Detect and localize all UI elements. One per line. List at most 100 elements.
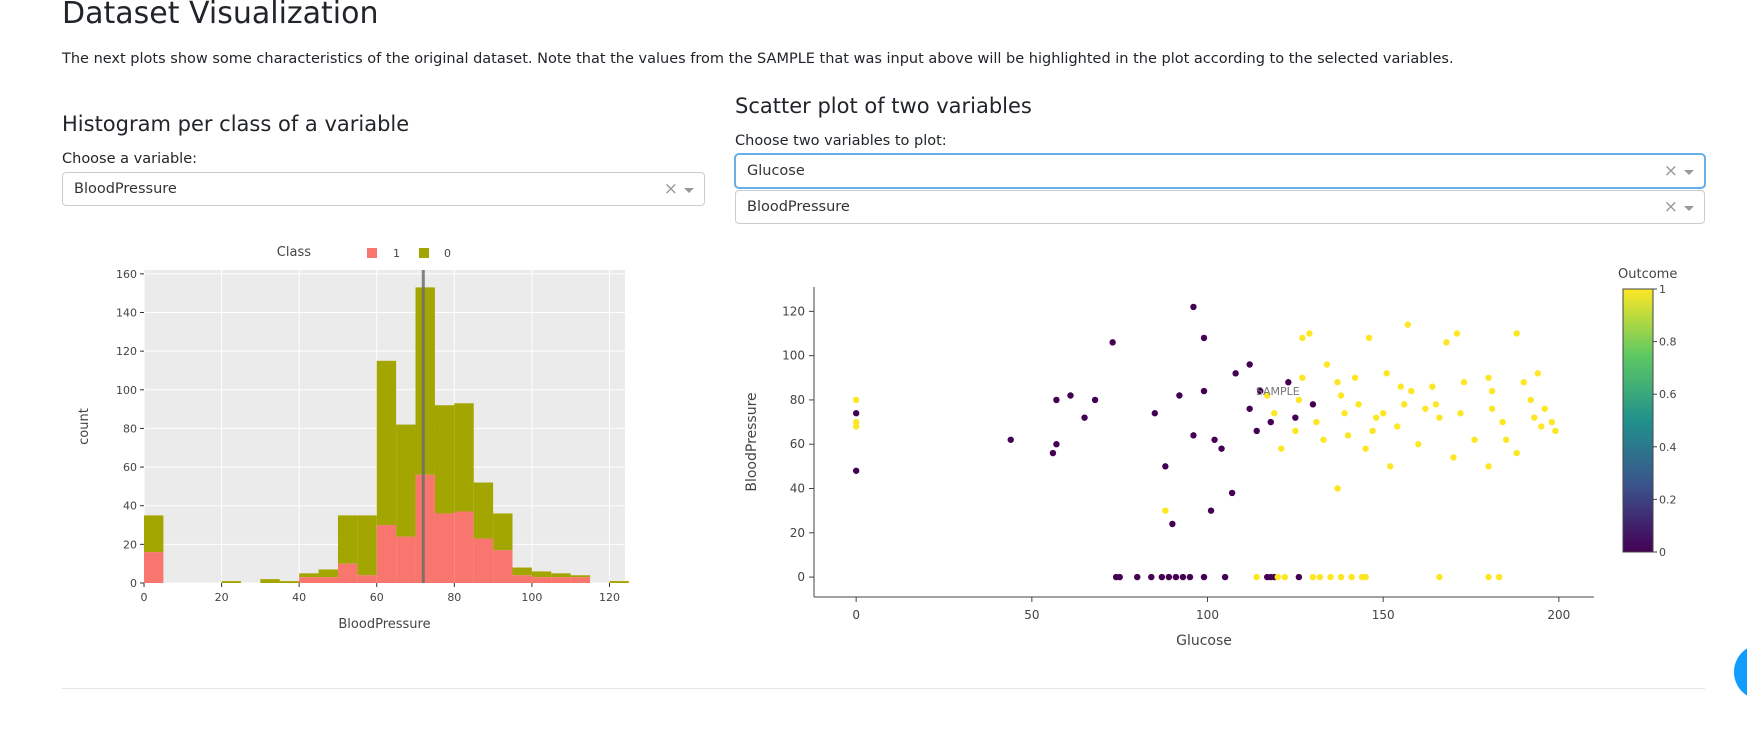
scatter-point bbox=[1292, 427, 1299, 435]
scatter-point bbox=[1471, 436, 1478, 443]
scatter-point bbox=[1453, 330, 1461, 337]
scatter-point bbox=[1309, 401, 1317, 408]
scatter-point bbox=[1267, 418, 1274, 426]
x-tick-label: 100 bbox=[521, 591, 542, 604]
scatter-point bbox=[1158, 573, 1166, 581]
help-button[interactable]: ? bbox=[1734, 644, 1747, 700]
clear-icon[interactable]: × bbox=[663, 179, 678, 199]
scatter-point bbox=[1176, 392, 1183, 399]
scatter-point bbox=[1246, 361, 1253, 368]
scatter-point bbox=[1450, 454, 1457, 461]
scatter-point bbox=[1460, 379, 1468, 386]
histogram-bar-class-1 bbox=[318, 577, 338, 583]
scatter-point bbox=[1432, 401, 1440, 408]
scatter-point bbox=[1485, 374, 1492, 381]
y-axis-label: BloodPressure bbox=[744, 392, 760, 491]
histogram-bar-class-0 bbox=[318, 569, 338, 578]
x-axis-label: BloodPressure bbox=[338, 617, 430, 632]
scatter-point bbox=[1162, 507, 1169, 514]
scatter-point bbox=[1148, 573, 1155, 581]
scatter-point bbox=[1169, 520, 1176, 528]
y-tick-label: 100 bbox=[116, 384, 137, 397]
histogram-bar-class-1 bbox=[531, 577, 552, 583]
scatter-point bbox=[1320, 436, 1327, 443]
clear-icon[interactable]: × bbox=[1663, 161, 1678, 181]
scatter-point bbox=[1436, 573, 1443, 581]
scatter-chart[interactable]: 0 20 40 60 80 100 120 0 50 100 150 200 Glucose BloodP… bbox=[730, 262, 1730, 662]
scatter-point bbox=[1534, 370, 1541, 377]
scatter-point bbox=[1520, 379, 1527, 386]
scatter-point bbox=[1200, 573, 1208, 581]
scatter-point bbox=[852, 396, 860, 404]
scatter-point bbox=[1306, 330, 1313, 337]
scatter-point bbox=[1408, 387, 1415, 395]
scatter-variables-label: Choose two variables to plot: bbox=[735, 133, 947, 149]
scatter-point bbox=[1552, 427, 1559, 435]
page-title: Dataset Visualization bbox=[62, 0, 379, 31]
scatter-point bbox=[1429, 383, 1436, 390]
colorbar-title: Outcome bbox=[1618, 267, 1677, 282]
scatter-point bbox=[1369, 427, 1376, 435]
scatter-point bbox=[1387, 463, 1394, 470]
scatter-point bbox=[1285, 379, 1292, 386]
scatter-point bbox=[1548, 418, 1556, 426]
histogram-bar-class-0 bbox=[570, 575, 591, 578]
clear-icon[interactable]: × bbox=[1663, 197, 1678, 217]
scatter-point bbox=[1200, 387, 1208, 395]
chevron-down-icon[interactable] bbox=[1684, 170, 1694, 175]
scatter-point bbox=[1271, 410, 1278, 417]
scatter-point bbox=[1172, 573, 1180, 581]
histogram-bar-class-0 bbox=[531, 571, 552, 578]
histogram-bar-class-0 bbox=[279, 581, 300, 583]
scatter-point bbox=[1334, 485, 1341, 492]
x-tick-label: 200 bbox=[1547, 608, 1570, 622]
scatter-x-variable-dropdown[interactable]: Glucose × bbox=[735, 154, 1705, 188]
x-tick-label: 50 bbox=[1024, 608, 1039, 622]
x-tick-label: 40 bbox=[292, 591, 306, 604]
histogram-bar-class-0 bbox=[454, 403, 474, 512]
histogram-variable-dropdown[interactable]: BloodPressure × bbox=[62, 172, 705, 206]
histogram-bar-class-0 bbox=[376, 360, 397, 526]
scatter-point bbox=[852, 418, 860, 426]
legend-label-class-1: 1 bbox=[393, 247, 400, 260]
section-divider bbox=[62, 688, 1705, 689]
scatter-point bbox=[1151, 410, 1159, 417]
scatter-point bbox=[1190, 432, 1197, 439]
scatter-point bbox=[1264, 392, 1271, 399]
y-tick-label: 0 bbox=[797, 570, 805, 584]
scatter-point bbox=[1186, 573, 1194, 581]
histogram-bar-class-1 bbox=[551, 577, 571, 583]
y-tick-label: 120 bbox=[116, 345, 137, 358]
scatter-point bbox=[852, 467, 860, 474]
scatter-x-variable-value: Glucose bbox=[747, 163, 805, 179]
scatter-point bbox=[1513, 449, 1520, 457]
legend-swatch-class-1 bbox=[367, 248, 377, 258]
chevron-down-icon[interactable] bbox=[1684, 206, 1694, 211]
histogram-bar-class-1 bbox=[454, 511, 474, 583]
x-tick-label: 120 bbox=[599, 591, 620, 604]
scatter-y-variable-dropdown[interactable]: BloodPressure × bbox=[735, 190, 1705, 224]
scatter-point bbox=[1488, 387, 1496, 395]
scatter-point bbox=[1404, 321, 1411, 328]
scatter-point bbox=[1190, 303, 1197, 311]
legend-swatch-class-0 bbox=[419, 248, 429, 258]
scatter-point bbox=[1337, 573, 1345, 581]
scatter-point bbox=[1116, 573, 1123, 581]
chevron-down-icon[interactable] bbox=[684, 188, 694, 193]
y-tick-label: 0 bbox=[130, 577, 137, 590]
scatter-point bbox=[1316, 573, 1324, 581]
scatter-point bbox=[1200, 334, 1208, 342]
y-tick-label: 120 bbox=[782, 304, 805, 318]
y-tick-label: 160 bbox=[116, 268, 137, 281]
scatter-point bbox=[1541, 405, 1549, 412]
histogram-chart[interactable]: 0 20 40 60 80 100 120 140 160 0 20 40 60 80 100 120 Bloo… bbox=[60, 235, 640, 635]
colorbar-tick-label: 0 bbox=[1659, 546, 1666, 559]
scatter-point bbox=[1488, 405, 1496, 412]
histogram-bar-class-1 bbox=[299, 577, 319, 583]
scatter-point bbox=[1211, 436, 1218, 443]
histogram-bar-class-0 bbox=[337, 515, 358, 564]
scatter-point bbox=[1495, 573, 1503, 581]
histogram-bar-class-1 bbox=[376, 525, 397, 583]
scatter-point bbox=[1457, 410, 1464, 417]
scatter-point bbox=[1355, 401, 1362, 408]
